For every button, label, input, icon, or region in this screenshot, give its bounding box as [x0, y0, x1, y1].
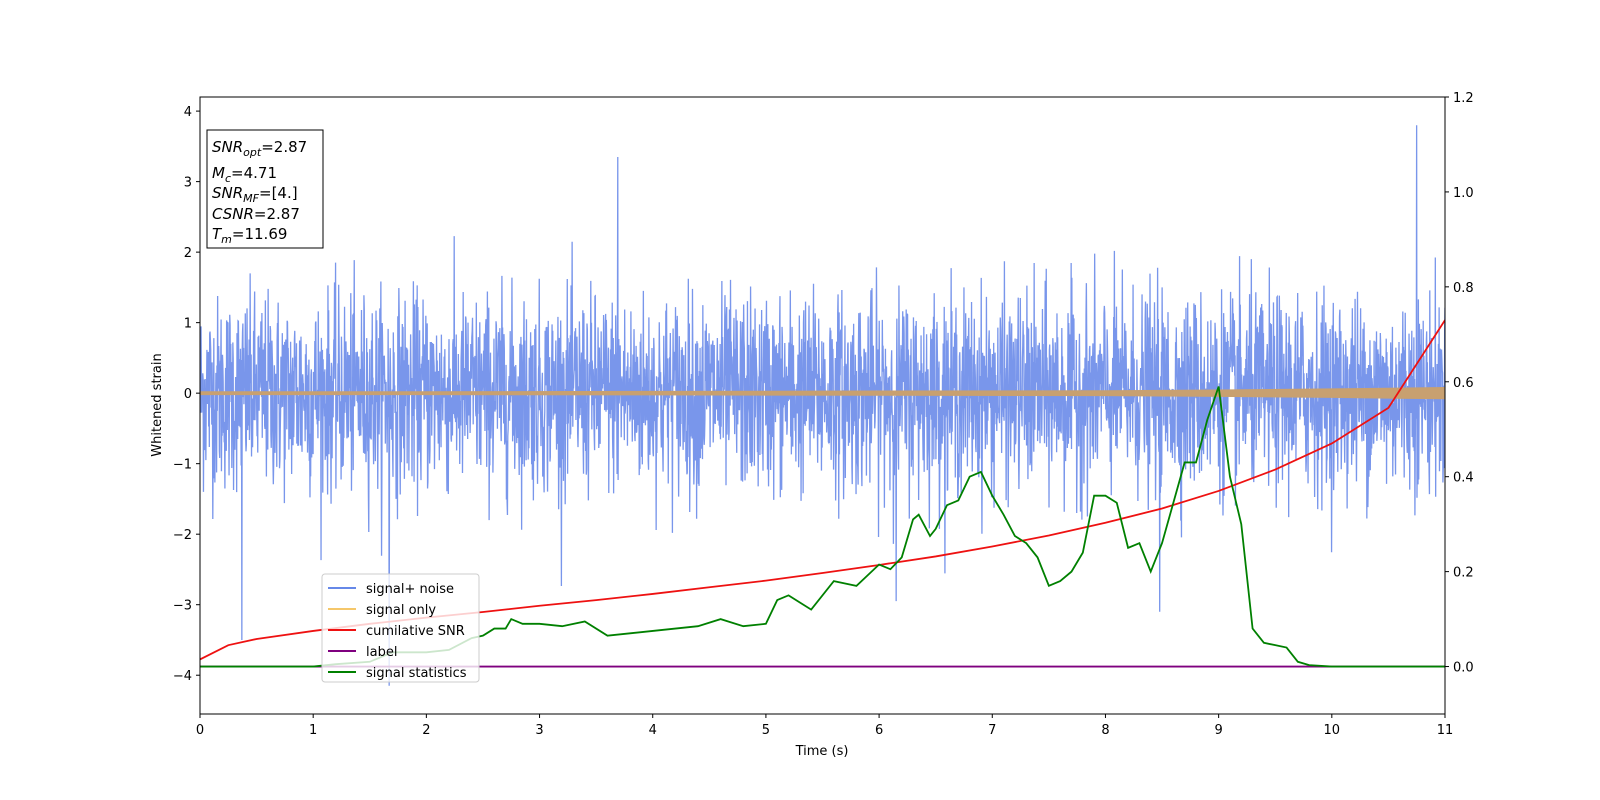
x-tick-label: 6 — [875, 723, 883, 738]
legend-label: signal only — [366, 603, 436, 618]
y-tick-label: 1 — [184, 317, 192, 332]
info-box-frame — [206, 129, 324, 249]
x-tick-label: 2 — [422, 723, 430, 738]
legend: signal+ noise signal only cumilative SNR la… — [321, 573, 480, 683]
y-tick-label: −3 — [173, 599, 192, 614]
info-snr-mf: SNRMF=[4.] — [212, 184, 298, 205]
y-tick-label: −4 — [173, 669, 192, 684]
x-tick-label: 11 — [1437, 723, 1454, 738]
y-tick-label: −1 — [173, 458, 192, 473]
y-tick-label: 3 — [184, 176, 192, 191]
x-tick-label: 10 — [1324, 723, 1341, 738]
x-tick-label: 0 — [196, 723, 204, 738]
y2-tick-label: 1.0 — [1453, 186, 1474, 201]
legend-label: cumilative SNR — [366, 624, 465, 639]
info-snr-opt: SNRopt=2.87 — [212, 138, 307, 159]
series-signal-plus-noise — [200, 125, 1445, 686]
y-axis-label: Whitened strain — [150, 353, 165, 456]
y2-tick-label: 0.4 — [1453, 471, 1474, 486]
axes-frame — [199, 96, 1446, 715]
info-tm: Tm=11.69 — [212, 225, 287, 246]
x-tick-label: 7 — [988, 723, 996, 738]
y2-tick-label: 0.8 — [1453, 281, 1474, 296]
y-tick-label: 0 — [184, 387, 192, 402]
y-tick-label: 4 — [184, 105, 192, 120]
y2-tick-label: 0.6 — [1453, 376, 1474, 391]
info-csnr: CSNR=2.87 — [212, 205, 300, 223]
y2-tick-label: 1.2 — [1453, 91, 1474, 106]
x-tick-label: 1 — [309, 723, 317, 738]
x-axis: 0 1 2 3 4 5 6 7 8 9 10 11 — [196, 714, 1453, 738]
x-tick-label: 4 — [649, 723, 657, 738]
legend-label: signal+ noise — [366, 582, 454, 597]
x-tick-label: 9 — [1214, 723, 1222, 738]
y2-tick-label: 0.2 — [1453, 566, 1474, 581]
y-tick-label: −2 — [173, 528, 192, 543]
signal-plus-noise-line — [200, 125, 1445, 686]
x-axis-label: Time (s) — [795, 744, 849, 759]
info-box: SNRopt=2.87 Mc=4.71 SNRMF=[4.] CSNR=2.87… — [206, 129, 324, 249]
legend-frame — [321, 573, 480, 683]
legend-label: label — [366, 645, 397, 660]
legend-label: signal statistics — [366, 666, 467, 681]
info-mc: Mc=4.71 — [212, 164, 277, 185]
signal-statistics-line — [200, 386, 1445, 668]
y-axis-left: −4 −3 −2 −1 0 1 2 3 4 — [173, 105, 200, 684]
y-axis-right: 0.0 0.2 0.4 0.6 0.8 1.0 1.2 — [1445, 91, 1474, 676]
y-tick-label: 2 — [184, 246, 192, 261]
x-tick-label: 3 — [535, 723, 543, 738]
x-tick-label: 5 — [762, 723, 770, 738]
signal-only-band — [200, 387, 1445, 400]
series-signal-only — [200, 387, 1445, 400]
legend-items: signal+ noise signal only cumilative SNR la… — [328, 582, 467, 681]
x-tick-label: 8 — [1101, 723, 1109, 738]
y2-tick-label: 0.0 — [1453, 661, 1474, 676]
